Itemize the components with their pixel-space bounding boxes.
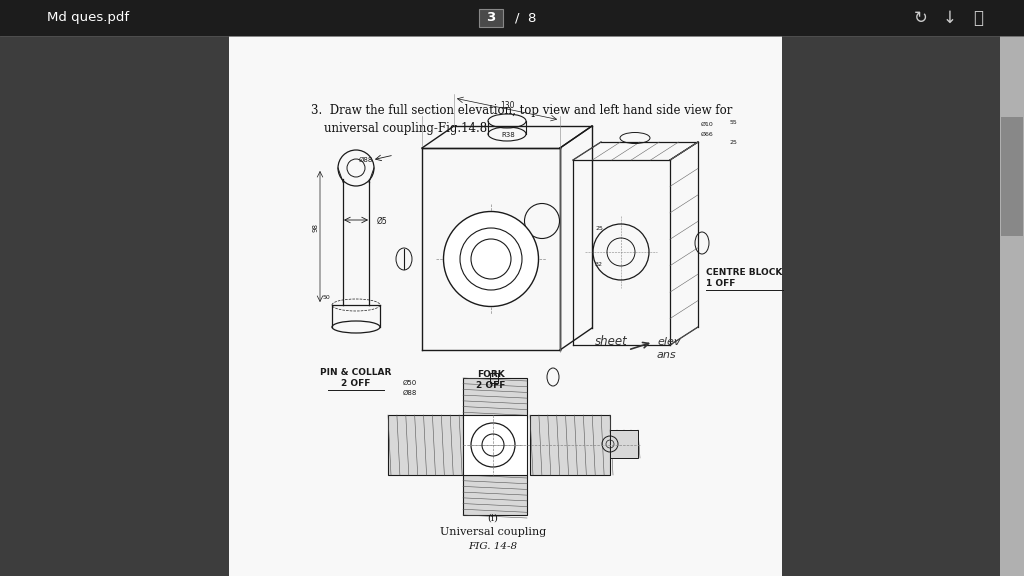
Text: 3.  Draw the full section elevation, top view and left hand side view for: 3. Draw the full section elevation, top … xyxy=(311,104,733,117)
Text: PIN & COLLAR: PIN & COLLAR xyxy=(321,368,392,377)
Bar xyxy=(530,415,610,475)
Bar xyxy=(0,0,1024,36)
Text: FIG. 14-8: FIG. 14-8 xyxy=(468,542,517,551)
Bar xyxy=(388,415,468,475)
Text: 3: 3 xyxy=(486,12,496,24)
Bar xyxy=(229,36,782,576)
Text: elev: elev xyxy=(657,337,681,347)
Text: universal coupling-Fig.14.8: universal coupling-Fig.14.8 xyxy=(325,122,487,135)
Text: 25: 25 xyxy=(595,226,603,232)
Text: Ø66: Ø66 xyxy=(701,132,714,137)
Bar xyxy=(490,373,498,383)
Ellipse shape xyxy=(443,211,539,306)
Bar xyxy=(610,430,638,458)
Text: ⬜: ⬜ xyxy=(973,9,983,27)
Text: Ø5: Ø5 xyxy=(377,217,388,225)
Text: ans: ans xyxy=(657,350,677,360)
Text: 2 OFF: 2 OFF xyxy=(341,379,371,388)
Text: Md ques.pdf: Md ques.pdf xyxy=(47,12,129,24)
Text: 130: 130 xyxy=(500,101,514,110)
Bar xyxy=(463,415,527,475)
Text: 32: 32 xyxy=(595,262,603,267)
Text: 55: 55 xyxy=(730,119,737,124)
Text: Universal coupling: Universal coupling xyxy=(440,527,546,537)
Text: Ø88: Ø88 xyxy=(402,390,417,396)
Bar xyxy=(1001,117,1023,236)
Text: ↻: ↻ xyxy=(914,9,928,27)
Text: FORK: FORK xyxy=(477,370,505,379)
Text: R38: R38 xyxy=(501,132,515,138)
Text: CENTRE BLOCK: CENTRE BLOCK xyxy=(706,268,782,277)
FancyBboxPatch shape xyxy=(479,9,503,27)
Text: 98: 98 xyxy=(312,222,318,232)
Text: Ø10: Ø10 xyxy=(701,122,714,127)
Text: 1 OFF: 1 OFF xyxy=(706,279,735,288)
Text: /  8: / 8 xyxy=(515,12,537,24)
Text: 2 OFF: 2 OFF xyxy=(476,381,506,390)
Text: ↓: ↓ xyxy=(943,9,957,27)
Text: 50: 50 xyxy=(323,295,330,300)
Circle shape xyxy=(471,423,515,467)
Text: 25: 25 xyxy=(730,139,738,145)
Text: Ø50: Ø50 xyxy=(402,380,417,386)
Text: sheet: sheet xyxy=(595,335,628,348)
Text: Ø88: Ø88 xyxy=(359,157,374,163)
Bar xyxy=(463,475,527,515)
Bar xyxy=(1000,36,1024,576)
Bar xyxy=(463,378,527,418)
Text: (i): (i) xyxy=(487,514,499,523)
